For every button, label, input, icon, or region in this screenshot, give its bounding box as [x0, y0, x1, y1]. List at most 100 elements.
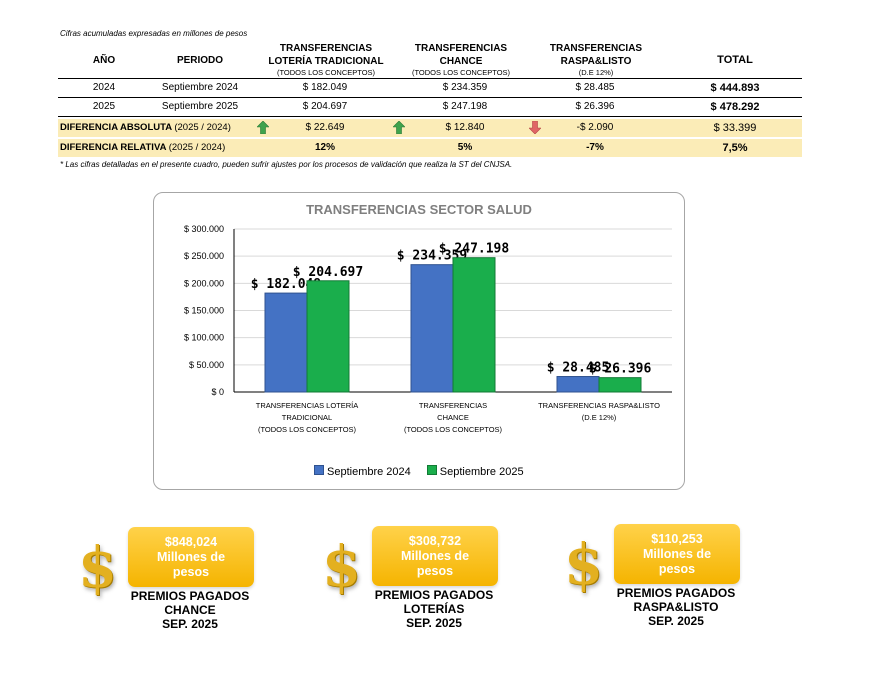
diff-abs-row [58, 119, 802, 137]
row-rule [58, 97, 802, 98]
y-tick-label: $ 100.000 [184, 333, 224, 343]
diff-rel-label: DIFERENCIA RELATIVA (2025 / 2024) [60, 142, 225, 153]
dollar-sign-icon: $ [322, 534, 361, 600]
y-tick-label: $ 200.000 [184, 278, 224, 288]
prize-unit: Millones de pesos [400, 549, 470, 578]
header-chance-sub: (TODOS LOS CONCEPTOS) [411, 68, 511, 77]
x-tick-label: (D.E 12%) [582, 413, 617, 422]
bar-septiembre-2025 [598, 377, 642, 393]
x-tick-label: CHANCE [437, 413, 469, 422]
x-tick-label: (TODOS LOS CONCEPTOS) [404, 425, 503, 434]
diff-abs-chance: $ 12.840 [445, 122, 485, 133]
row-rule [58, 116, 802, 117]
header-year: AÑO [92, 55, 116, 66]
row-chance: $ 247.198 [442, 101, 488, 112]
header-raspa-main: TRANSFERENCIAS RASPA&LISTO [549, 43, 643, 67]
row-loteria: $ 204.697 [302, 101, 348, 112]
row-total: $ 444.893 [710, 82, 760, 94]
y-tick-label: $ 50.000 [189, 360, 224, 370]
legend-label-2024: Septiembre 2024 [327, 466, 411, 478]
data-label: $ 182.049 [251, 277, 321, 292]
diff-abs-total: $ 33.399 [713, 122, 757, 134]
bar-chart: $ 0 $ 50.000 $ 100.000 $ 150.000 $ 200.000 $ … [184, 224, 672, 434]
legend-swatch-2024 [314, 465, 324, 475]
header-loteria-sub: (TODOS LOS CONCEPTOS) [276, 68, 376, 77]
row-chance: $ 234.359 [442, 82, 488, 93]
prize-badge: $110,253 Millones de pesos [614, 524, 740, 584]
x-tick-label: TRANSFERENCIAS LOTERÍA [256, 401, 359, 410]
chart-title: TRANSFERENCIAS SECTOR SALUD [306, 202, 532, 217]
arrow-down-icon [529, 121, 541, 134]
x-tick-label: TRANSFERENCIAS RASPA&LISTO [538, 401, 660, 410]
header-chance: TRANSFERENCIAS CHANCE (TODOS LOS CONCEPT… [395, 42, 527, 77]
diff-abs-loteria: $ 22.649 [305, 122, 345, 133]
prize-amount: $308,732 [408, 534, 462, 548]
bar-septiembre-2025 [306, 280, 350, 393]
bar-septiembre-2024 [556, 376, 600, 393]
diff-rel-label-main: DIFERENCIA RELATIVA [60, 142, 167, 153]
header-raspa: TRANSFERENCIAS RASPA&LISTO (D.E 12%) [530, 42, 662, 77]
row-raspa: $ 28.485 [575, 82, 615, 93]
header-loteria: TRANSFERENCIAS LOTERÍA TRADICIONAL (TODO… [256, 42, 396, 77]
y-tick-label: $ 150.000 [184, 306, 224, 316]
bar-septiembre-2024 [264, 292, 308, 393]
arrow-up-icon [257, 121, 269, 134]
x-tick-label: (TODOS LOS CONCEPTOS) [258, 425, 357, 434]
prize-badge: $308,732 Millones de pesos [372, 526, 498, 586]
x-tick-label: TRANSFERENCIAS [419, 401, 487, 410]
diff-rel-row [58, 139, 802, 157]
header-loteria-main: TRANSFERENCIAS LOTERÍA TRADICIONAL [268, 43, 384, 67]
prize-badge: $848,024 Millones de pesos [128, 527, 254, 587]
arrow-up-icon [393, 121, 405, 134]
chart-legend: Septiembre 2024 Septiembre 2025 [314, 465, 524, 478]
diff-abs-raspa: -$ 2.090 [576, 122, 614, 133]
y-tick-label: $ 0 [211, 387, 224, 397]
prize-unit: Millones de pesos [156, 550, 226, 579]
diff-abs-label-main: DIFERENCIA ABSOLUTA [60, 122, 172, 133]
note-bottom: * Las cifras detalladas en el presente c… [60, 160, 513, 169]
row-period: Septiembre 2025 [161, 101, 239, 112]
data-label: $ 234.359 [397, 249, 467, 264]
legend-item-2024: Septiembre 2024 [314, 465, 411, 478]
y-tick-label: $ 300.000 [184, 224, 224, 234]
dollar-sign-icon: $ [564, 532, 603, 598]
diff-rel-label-suffix: (2025 / 2024) [168, 142, 226, 153]
y-tick-label: $ 250.000 [184, 251, 224, 261]
legend-label-2025: Septiembre 2025 [439, 466, 524, 478]
data-label: $ 28.485 [547, 361, 610, 376]
prize-label: PREMIOS PAGADOS CHANCE SEP. 2025 [130, 589, 250, 631]
chart-container: TRANSFERENCIAS SECTOR SALUD $ 0 $ 50.000 $… [153, 192, 685, 490]
data-label: $ 26.396 [589, 362, 652, 377]
table-header-rule [58, 78, 802, 79]
prize-amount: $848,024 [164, 535, 218, 549]
diff-rel-raspa: -7% [586, 142, 604, 153]
prize-amount: $110,253 [651, 532, 703, 546]
data-label: $ 204.697 [293, 265, 363, 280]
prize-label: PREMIOS PAGADOS RASPA&LISTO SEP. 2025 [616, 586, 736, 628]
prize-loterias: $ $308,732 Millones de pesos PREMIOS PAG… [314, 524, 514, 634]
row-year: 2025 [92, 101, 116, 112]
diff-rel-total: 7,5% [722, 142, 748, 154]
x-tick-label: TRADICIONAL [282, 413, 332, 422]
bar-septiembre-2024 [410, 264, 454, 393]
header-total: TOTAL [717, 54, 753, 66]
prize-raspa: $ $110,253 Millones de pesos PREMIOS PAG… [556, 522, 756, 632]
row-raspa: $ 26.396 [575, 101, 615, 112]
header-period: PERIODO [176, 55, 224, 66]
data-label: $ 247.198 [439, 242, 510, 257]
diff-abs-label: DIFERENCIA ABSOLUTA (2025 / 2024) [60, 122, 231, 133]
header-chance-main: TRANSFERENCIAS CHANCE [414, 43, 508, 67]
note-top: Cifras acumuladas expresadas en millones… [60, 29, 248, 38]
row-loteria: $ 182.049 [302, 82, 348, 93]
bar-septiembre-2025 [452, 257, 496, 393]
row-total: $ 478.292 [710, 101, 760, 113]
row-year: 2024 [92, 82, 116, 93]
diff-rel-loteria: 12% [314, 142, 335, 153]
dollar-sign-icon: $ [78, 535, 117, 601]
legend-item-2025: Septiembre 2025 [426, 465, 524, 478]
diff-abs-label-suffix: (2025 / 2024) [174, 122, 231, 133]
diff-rel-chance: 5% [457, 142, 473, 153]
prize-label: PREMIOS PAGADOS LOTERÍAS SEP. 2025 [374, 588, 494, 630]
prize-chance: $ $848,024 Millones de pesos PREMIOS PAG… [70, 525, 270, 635]
prize-unit: Millones de pesos [642, 547, 712, 576]
